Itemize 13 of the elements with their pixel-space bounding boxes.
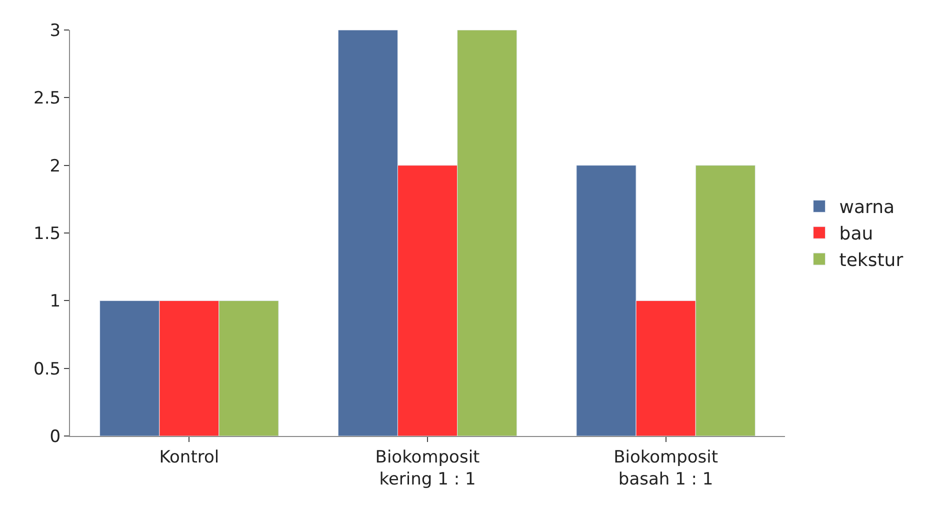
y-tick-label: 1 bbox=[50, 292, 61, 312]
y-tick-label: 3 bbox=[50, 20, 61, 41]
y-tick-label: 0 bbox=[50, 426, 61, 447]
y-tick-label: 1.5 bbox=[34, 224, 61, 244]
y-tick-label: 2.5 bbox=[34, 88, 61, 109]
x-tick-label: Biokomposit basah 1 : 1 bbox=[614, 447, 718, 490]
legend-label: tekstur bbox=[839, 250, 904, 272]
x-tick-label: Biokomposit kering 1 : 1 bbox=[375, 447, 480, 490]
legend-label: warna bbox=[839, 197, 895, 218]
y-tick-label: 0.5 bbox=[34, 359, 61, 380]
x-tick-label: Kontrol bbox=[159, 447, 220, 468]
y-tick-label: 2 bbox=[50, 156, 61, 176]
legend-label: bau bbox=[839, 224, 874, 245]
